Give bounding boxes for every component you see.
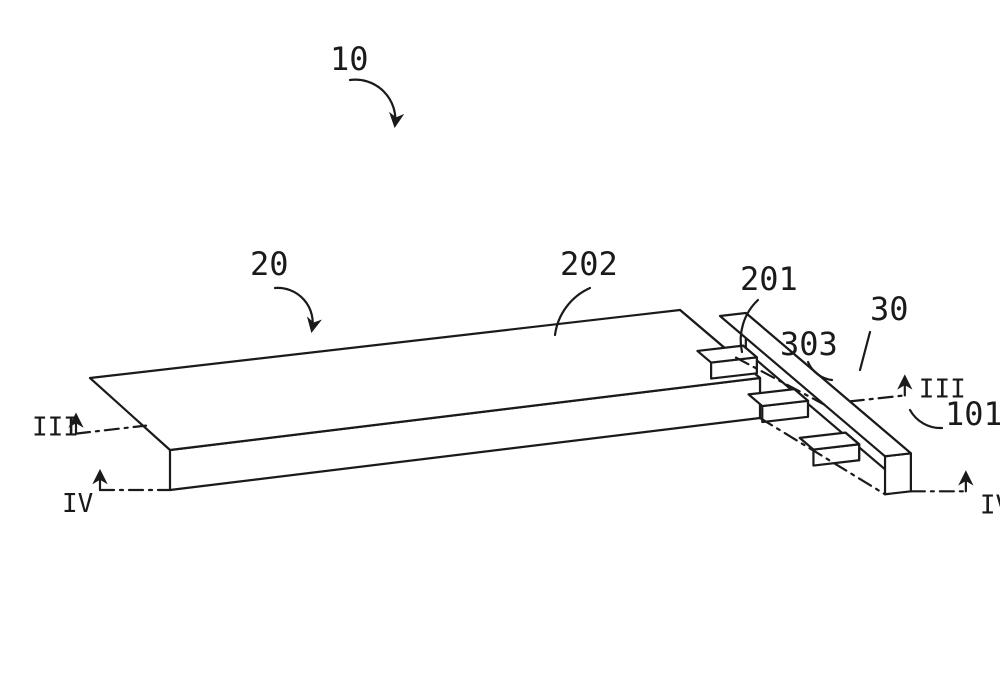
ref-202: 202 — [560, 245, 618, 283]
ref-IV: IV — [980, 490, 1000, 520]
ref-III: III — [32, 413, 79, 443]
ref-201: 201 — [740, 260, 798, 298]
ref-10: 10 — [330, 40, 369, 78]
ref-30: 30 — [870, 290, 909, 328]
ref-III: III — [919, 374, 966, 404]
ref-20: 20 — [250, 245, 289, 283]
patent-figure: 102020220130303101IIIIIIIVIV — [0, 0, 1000, 698]
ref-303: 303 — [780, 325, 838, 363]
ref-IV: IV — [62, 489, 93, 519]
